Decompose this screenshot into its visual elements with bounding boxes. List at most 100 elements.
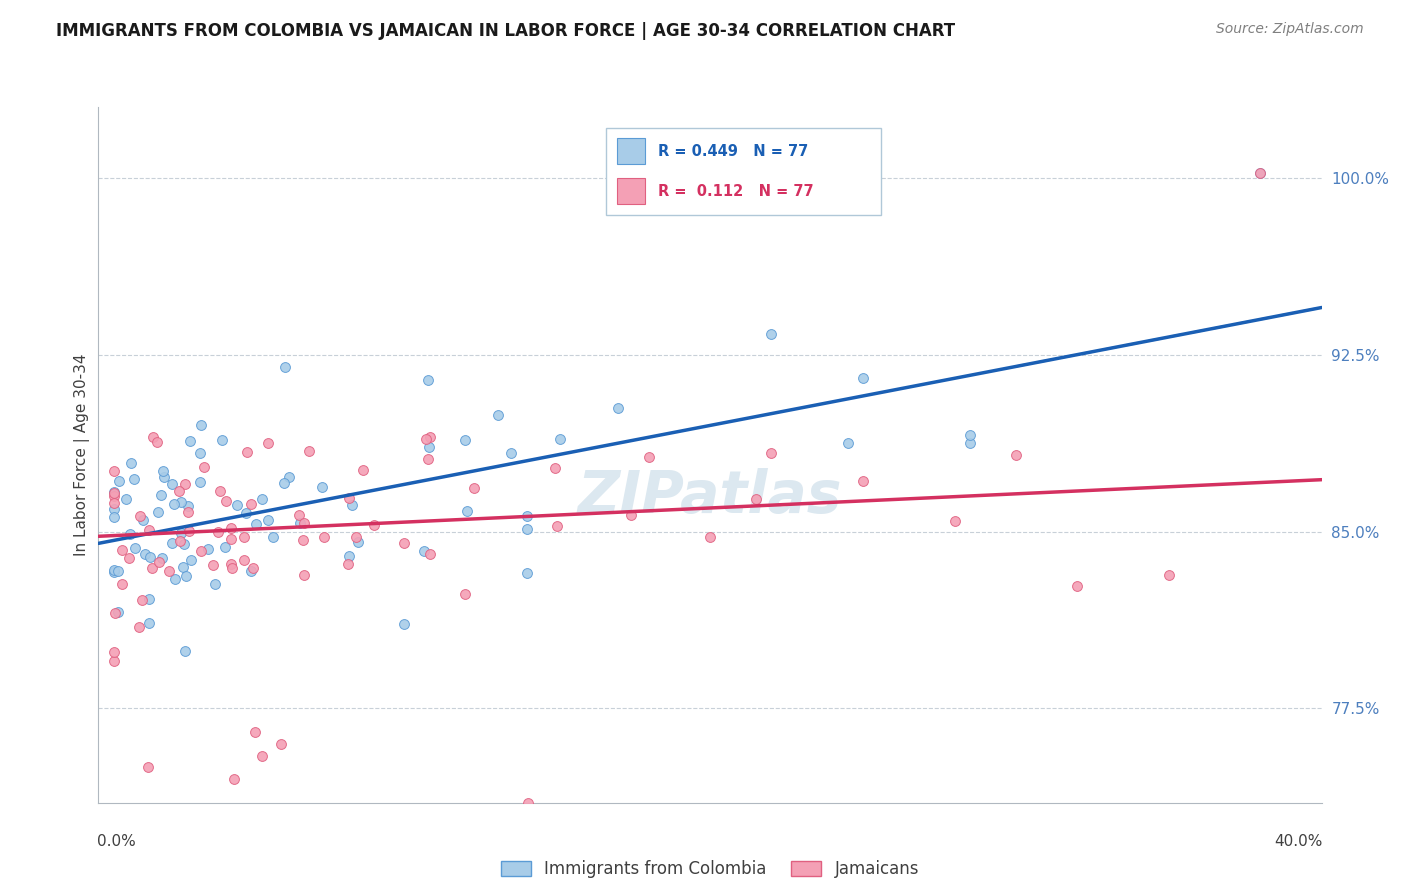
Point <box>128 620 150 634</box>
Point <box>274 359 297 374</box>
Point <box>190 544 212 558</box>
Point <box>236 445 259 459</box>
Point <box>392 536 416 550</box>
Point <box>163 573 186 587</box>
Point <box>1157 568 1180 582</box>
Point <box>103 566 125 580</box>
Point <box>107 565 129 579</box>
Point <box>516 523 538 537</box>
Y-axis label: In Labor Force | Age 30-34: In Labor Force | Age 30-34 <box>75 353 90 557</box>
Point <box>129 508 152 523</box>
Point <box>103 509 125 524</box>
Text: 40.0%: 40.0% <box>1274 834 1323 849</box>
Point <box>111 577 134 591</box>
Point <box>103 490 125 504</box>
Point <box>110 543 132 558</box>
Point <box>419 547 441 561</box>
Point <box>207 524 229 539</box>
Point <box>607 401 630 415</box>
Point <box>148 505 170 519</box>
Point <box>103 502 125 516</box>
Point <box>118 550 141 565</box>
Point <box>107 605 129 619</box>
Point <box>169 533 191 548</box>
Point <box>486 408 509 422</box>
Point <box>637 450 661 465</box>
Point <box>177 500 200 514</box>
Point <box>548 432 571 446</box>
Point <box>104 606 127 620</box>
Point <box>454 433 477 447</box>
Point <box>239 497 262 511</box>
Point <box>152 464 174 478</box>
Point <box>744 492 766 507</box>
Point <box>124 472 146 486</box>
Point <box>180 553 202 567</box>
Point <box>257 513 280 527</box>
Point <box>336 557 359 571</box>
Point <box>103 563 125 577</box>
Text: IMMIGRANTS FROM COLOMBIA VS JAMAICAN IN LABOR FORCE | AGE 30-34 CORRELATION CHAR: IMMIGRANTS FROM COLOMBIA VS JAMAICAN IN … <box>56 22 955 40</box>
Point <box>516 566 538 581</box>
Point <box>352 463 374 477</box>
Point <box>103 464 125 478</box>
Point <box>257 436 280 450</box>
Bar <box>617 138 644 164</box>
Point <box>170 526 193 541</box>
Point <box>943 514 966 528</box>
Point <box>120 456 142 470</box>
Point <box>337 549 360 564</box>
Point <box>456 503 478 517</box>
Point <box>250 748 273 763</box>
Point <box>1249 166 1271 180</box>
Point <box>852 370 875 384</box>
Point <box>118 527 141 541</box>
Point <box>699 530 721 544</box>
Point <box>363 517 385 532</box>
Point <box>1004 448 1026 462</box>
Point <box>340 498 363 512</box>
Point <box>262 530 284 544</box>
Point <box>224 772 246 787</box>
Point <box>176 569 198 583</box>
Point <box>516 796 538 810</box>
Point <box>221 560 243 574</box>
Legend: Immigrants from Colombia, Jamaicans: Immigrants from Colombia, Jamaicans <box>494 854 927 885</box>
Point <box>142 430 165 444</box>
Point <box>197 541 219 556</box>
Point <box>136 760 159 774</box>
Point <box>278 470 301 484</box>
Point <box>314 530 336 544</box>
Point <box>759 446 782 460</box>
Point <box>214 541 236 555</box>
Point <box>344 530 367 544</box>
Point <box>177 505 200 519</box>
Point <box>103 654 125 668</box>
Point <box>759 327 782 342</box>
Point <box>188 446 211 460</box>
Point <box>221 532 243 546</box>
Point <box>190 475 212 490</box>
Point <box>204 577 226 591</box>
Point <box>150 550 173 565</box>
Point <box>141 561 163 575</box>
Point <box>208 483 231 498</box>
Point <box>103 495 125 509</box>
Point <box>499 446 522 460</box>
Text: R = 0.449   N = 77: R = 0.449 N = 77 <box>658 144 808 159</box>
Point <box>160 536 183 550</box>
Point <box>463 481 485 495</box>
Point <box>270 737 292 751</box>
Point <box>221 520 243 534</box>
Point <box>311 480 333 494</box>
Point <box>292 516 315 530</box>
Point <box>202 558 225 572</box>
Text: R =  0.112   N = 77: R = 0.112 N = 77 <box>658 184 814 199</box>
Point <box>114 491 136 506</box>
Point <box>288 508 311 523</box>
Point <box>107 474 129 488</box>
Point <box>292 533 315 547</box>
Point <box>193 459 215 474</box>
Point <box>103 485 125 500</box>
Point <box>174 644 197 658</box>
